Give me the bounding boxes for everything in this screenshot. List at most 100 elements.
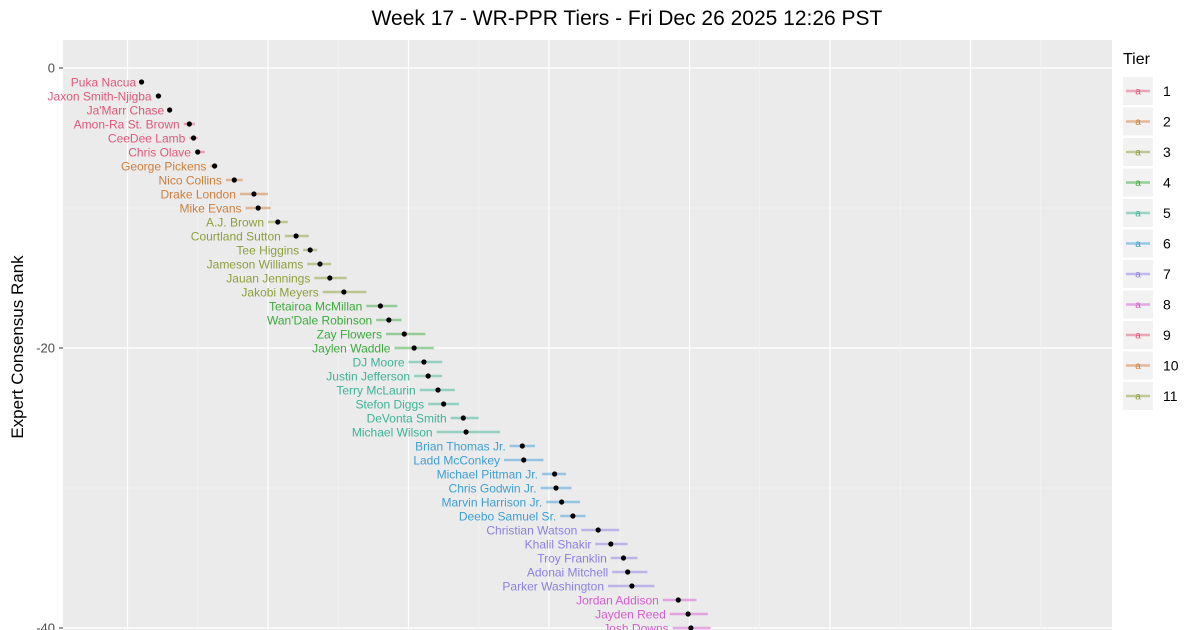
player-label: Marvin Harrison Jr. — [442, 495, 543, 509]
player-label: George Pickens — [121, 159, 206, 173]
grid-lines — [56, 40, 1112, 630]
player-label: Jauan Jennings — [226, 271, 310, 285]
legend-entry-label: 7 — [1163, 266, 1171, 282]
player-label: Jameson Williams — [207, 257, 304, 271]
player-label: Amon-Ra St. Brown — [74, 117, 180, 131]
player-label: Tee Higgins — [236, 243, 299, 257]
data-point — [463, 429, 469, 435]
data-point — [155, 93, 162, 99]
player-label: Josh Downs — [603, 621, 668, 630]
legend-entry-label: 3 — [1163, 144, 1171, 160]
data-point — [435, 387, 441, 393]
data-point — [307, 247, 313, 253]
legend-entry-label: 11 — [1163, 388, 1178, 404]
player-label: A.J. Brown — [206, 215, 264, 229]
data-point — [293, 233, 299, 239]
player-label: Jayden Reed — [595, 607, 666, 621]
player-label: Mike Evans — [179, 201, 241, 215]
player-label: Michael Wilson — [352, 425, 433, 439]
legend-entry-label: 4 — [1163, 175, 1171, 191]
plot-background — [63, 40, 1112, 630]
data-point — [251, 191, 257, 197]
data-point — [441, 401, 447, 407]
data-point — [195, 149, 201, 155]
legend-entry-label: 5 — [1163, 205, 1171, 221]
data-point — [552, 471, 558, 477]
data-point — [186, 121, 192, 127]
player-label: Khalil Shakir — [525, 537, 592, 551]
data-point — [519, 443, 525, 449]
data-point — [620, 555, 627, 561]
legend-entry-label: 6 — [1163, 236, 1171, 252]
player-label: Ja'Marr Chase — [87, 103, 165, 117]
player-label: Troy Franklin — [537, 551, 607, 565]
legend-entry-label: 1 — [1163, 83, 1171, 99]
data-point — [460, 415, 466, 421]
legend-key-glyph: a — [1135, 270, 1141, 281]
player-label: Jordan Addison — [576, 593, 659, 607]
data-point — [386, 317, 392, 323]
legend-key-glyph: a — [1135, 178, 1141, 189]
player-label: DeVonta Smith — [367, 411, 447, 425]
data-point — [327, 275, 333, 281]
data-point — [421, 359, 427, 365]
data-point — [212, 163, 218, 169]
y-axis-label: Expert Consensus Rank — [8, 255, 27, 439]
data-point — [595, 527, 601, 533]
player-label: CeeDee Lamb — [108, 131, 186, 145]
data-point — [685, 611, 691, 617]
player-label: Justin Jefferson — [326, 369, 410, 383]
data-point — [377, 303, 383, 309]
data-point — [411, 345, 417, 351]
data-point — [190, 135, 197, 141]
data-point — [255, 205, 261, 211]
legend-key-glyph: a — [1135, 87, 1141, 98]
player-label: Wan'Dale Robinson — [267, 313, 372, 327]
data-point — [231, 177, 237, 183]
y-axis: 0 -20 -40 — [36, 61, 63, 630]
y-tick-label: -20 — [36, 341, 55, 356]
player-label: Jaylen Waddle — [312, 341, 391, 355]
player-label: Deebo Samuel Sr. — [459, 509, 556, 523]
player-label: Brian Thomas Jr. — [415, 439, 505, 453]
player-label: Zay Flowers — [317, 327, 382, 341]
legend-title: Tier — [1123, 51, 1151, 68]
legend-entry-label: 2 — [1163, 114, 1171, 130]
player-label: Parker Washington — [502, 579, 604, 593]
data-point — [625, 569, 631, 575]
y-tick-label: 0 — [48, 61, 55, 76]
legend-key-glyph: a — [1135, 148, 1141, 159]
player-label: Courtland Sutton — [191, 229, 281, 243]
data-point — [688, 625, 694, 630]
player-label: Ladd McConkey — [413, 453, 500, 467]
legend-key-glyph: a — [1135, 300, 1141, 311]
data-point — [559, 499, 565, 505]
player-label: Nico Collins — [158, 173, 221, 187]
player-label: Chris Godwin Jr. — [449, 481, 537, 495]
data-point — [401, 331, 407, 337]
legend-key-glyph: a — [1135, 331, 1141, 342]
data-point — [608, 541, 614, 547]
player-label: Stefon Diggs — [355, 397, 424, 411]
legend-key-glyph: a — [1135, 117, 1141, 128]
player-label: Michael Pittman Jr. — [437, 467, 538, 481]
legend-entry-label: 8 — [1163, 297, 1171, 313]
data-point — [629, 583, 635, 589]
player-label: Terry McLaurin — [336, 383, 415, 397]
legend-key-glyph: a — [1135, 239, 1141, 250]
legend-key-glyph: a — [1135, 392, 1141, 403]
player-label: Christian Watson — [486, 523, 577, 537]
data-point — [167, 107, 173, 113]
data-point — [521, 457, 527, 463]
data-point — [570, 513, 576, 519]
player-label: DJ Moore — [352, 355, 404, 369]
player-label: Chris Olave — [128, 145, 191, 159]
data-point — [317, 261, 323, 267]
player-label: Jaxon Smith-Njigba — [48, 89, 152, 103]
data-point — [275, 219, 281, 225]
player-label: Adonai Mitchell — [527, 565, 608, 579]
player-label: Puka Nacua — [71, 75, 137, 89]
chart-title: Week 17 - WR-PPR Tiers - Fri Dec 26 2025… — [372, 7, 883, 30]
